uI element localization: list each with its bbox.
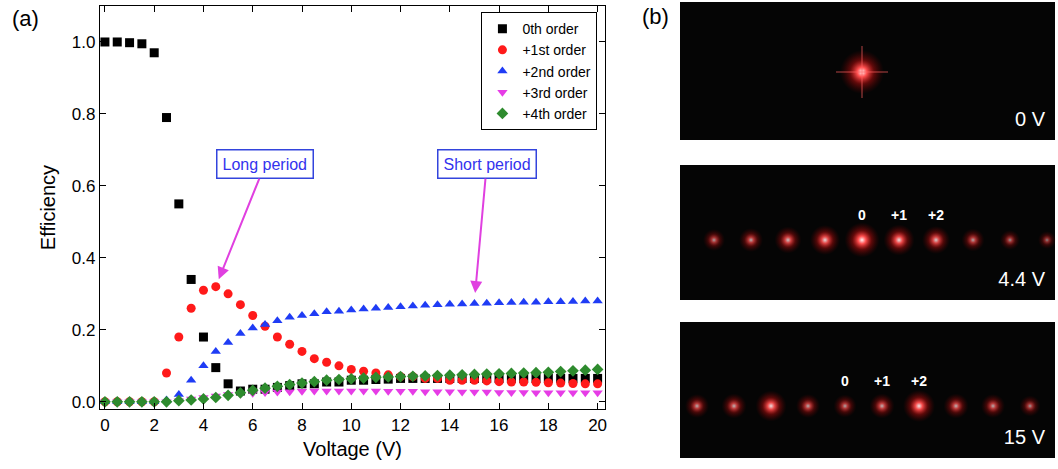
svg-text:+2nd order: +2nd order (522, 64, 590, 80)
svg-text:0.4: 0.4 (72, 249, 96, 268)
svg-text:0.0: 0.0 (72, 393, 96, 412)
svg-text:16: 16 (490, 416, 509, 435)
svg-text:15 V: 15 V (1004, 426, 1046, 448)
svg-text:Efficiency: Efficiency (37, 165, 59, 250)
svg-text:+1st order: +1st order (522, 42, 586, 58)
svg-text:4: 4 (199, 416, 208, 435)
svg-text:0.6: 0.6 (72, 177, 96, 196)
svg-text:12: 12 (391, 416, 410, 435)
svg-text:+3rd order: +3rd order (522, 85, 587, 101)
svg-text:Voltage (V): Voltage (V) (303, 438, 402, 460)
svg-text:18: 18 (539, 416, 558, 435)
svg-text:1.0: 1.0 (72, 33, 96, 52)
svg-text:(b): (b) (642, 4, 669, 29)
svg-text:2: 2 (149, 416, 158, 435)
svg-text:0 V: 0 V (1015, 108, 1046, 130)
svg-text:+1: +1 (874, 373, 890, 389)
svg-text:+1: +1 (891, 207, 907, 223)
svg-text:10: 10 (342, 416, 361, 435)
svg-text:0.2: 0.2 (72, 321, 96, 340)
svg-text:Short period: Short period (444, 156, 531, 173)
svg-text:Long period: Long period (223, 156, 308, 173)
svg-text:0th order: 0th order (522, 21, 578, 37)
svg-text:+4th order: +4th order (522, 106, 587, 122)
svg-text:0: 0 (100, 416, 109, 435)
svg-text:8: 8 (297, 416, 306, 435)
svg-text:+2: +2 (928, 207, 944, 223)
svg-text:0.8: 0.8 (72, 105, 96, 124)
svg-text:20: 20 (588, 416, 607, 435)
svg-text:14: 14 (440, 416, 459, 435)
svg-text:+2: +2 (911, 373, 927, 389)
svg-text:4.4 V: 4.4 V (998, 268, 1045, 290)
html-text:(a): (a) (12, 6, 39, 31)
svg-text:6: 6 (248, 416, 257, 435)
svg-text:0: 0 (841, 373, 849, 389)
svg-text:0: 0 (858, 207, 866, 223)
